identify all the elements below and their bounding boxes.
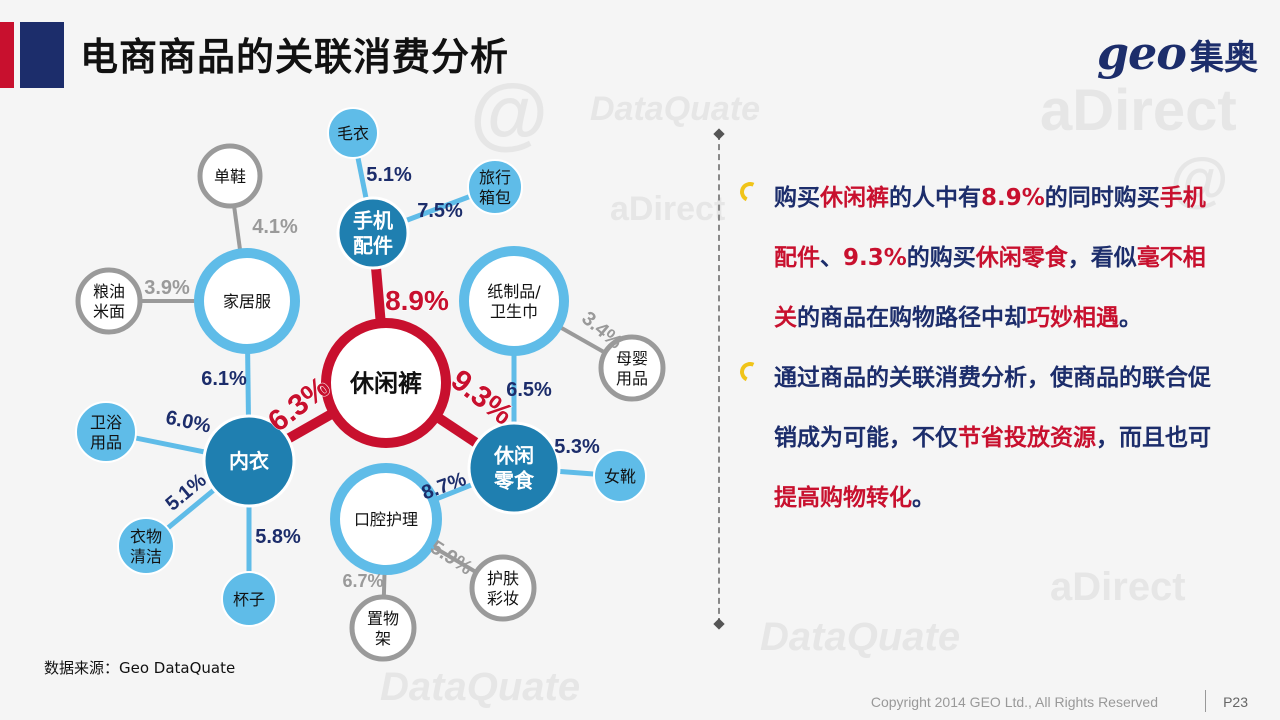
node-luggage: 旅行箱包 [467, 159, 523, 215]
node-cup: 杯子 [221, 571, 277, 627]
node-label: 母婴用品 [616, 349, 648, 388]
analysis-text: 购买休闲裤的人中有8.9%的同时购买手机配件、9.3%的购买休闲零食，看似毫不相… [737, 168, 1220, 528]
node-phone: 手机配件 [336, 196, 410, 270]
body-text: 购买 [774, 185, 820, 211]
analysis-paragraph-2: 通过商品的关联消费分析，使商品的联合促销成为可能，不仅节省投放资源，而且也可提高… [737, 348, 1220, 528]
highlight-text: 提高购物转化 [774, 485, 912, 511]
body-text: 的购买 [906, 245, 976, 271]
bullet-icon [737, 359, 763, 385]
body-text: 。 [912, 485, 935, 511]
highlight-text: 毫不相关 [774, 245, 1206, 331]
node-label: 女靴 [604, 467, 636, 486]
node-grain: 粮油米面 [75, 267, 143, 335]
node-label: 护肤彩妆 [487, 569, 519, 608]
pct-label-phone-luggage: 7.5% [417, 200, 463, 222]
body-text: 的商品在购物路径中却 [797, 305, 1027, 331]
logo-chinese: 集奥 [1190, 38, 1258, 78]
pct-label-snack-paper: 6.5% [506, 379, 552, 401]
node-shelf: 置物架 [349, 594, 417, 662]
footer-separator [1205, 690, 1206, 712]
analysis-paragraph-1: 购买休闲裤的人中有8.9%的同时购买手机配件、9.3%的购买休闲零食，看似毫不相… [737, 168, 1220, 348]
highlight-text: 巧妙相遇 [1027, 305, 1119, 331]
node-label: 口腔护理 [354, 510, 418, 529]
title-accent-red [0, 22, 14, 88]
bullet-icon [737, 179, 763, 205]
pct-label-center-phone: 8.9% [385, 285, 449, 316]
node-label: 毛衣 [337, 124, 369, 143]
highlight-text: 休闲零食 [975, 245, 1068, 271]
page-title: 电商商品的关联消费分析 [80, 35, 510, 79]
node-label: 旅行箱包 [479, 168, 511, 207]
node-skincare: 护肤彩妆 [469, 554, 537, 622]
pct-label-oral-shelf: 6.7% [342, 571, 383, 591]
node-label: 休闲裤 [349, 370, 422, 398]
highlight-text: 手机配件 [774, 185, 1206, 271]
node-boots: 女靴 [593, 449, 647, 503]
paragraph-2-text: 通过商品的关联消费分析，使商品的联合促销成为可能，不仅节省投放资源，而且也可提高… [774, 365, 1211, 511]
body-text: 。 [1119, 305, 1142, 331]
pct-label-snack-boots: 5.3% [554, 436, 600, 458]
pct-label-homewear-grain: 3.9% [144, 277, 190, 299]
geo-logo: geo 集奥 [1097, 26, 1258, 80]
pct-label-underwear-bath: 6.0% [164, 407, 213, 438]
pct-label-snack-oral: 8.7% [419, 468, 470, 504]
watermark-text: aDirect [610, 190, 725, 228]
body-text: 、 [820, 245, 843, 271]
watermark-text: DataQuate [380, 665, 580, 709]
highlight-text: 休闲裤 [820, 185, 889, 211]
watermark-text: DataQuate [590, 90, 760, 128]
pct-label-underwear-laundry: 5.1% [162, 469, 211, 515]
title-accent-navy [20, 22, 64, 88]
node-label: 卫浴用品 [90, 413, 122, 452]
body-text: 的同时购买 [1044, 185, 1160, 211]
watermark-text: DataQuate [760, 615, 960, 659]
node-center: 休闲裤 [321, 318, 451, 448]
node-label: 家居服 [223, 292, 271, 311]
page-number: P23 [1223, 694, 1248, 710]
logo-wordmark: geo [1096, 26, 1187, 80]
node-laundry: 衣物清洁 [117, 517, 175, 575]
node-baby: 母婴用品 [598, 334, 666, 402]
watermark-text: @ [1170, 146, 1229, 213]
pct-label-homewear-shoes: 4.1% [252, 216, 298, 238]
body-text: ，看似 [1067, 245, 1137, 271]
body-text: ，而且也可 [1096, 425, 1211, 451]
node-label: 杯子 [233, 590, 265, 609]
copyright: Copyright 2014 GEO Ltd., All Rights Rese… [870, 694, 1158, 710]
watermark-text: @ [470, 68, 548, 157]
node-homewear: 家居服 [194, 248, 300, 354]
node-label: 内衣 [229, 449, 269, 473]
pct-label-underwear-cup: 5.8% [255, 526, 301, 548]
highlight-text: 9.3% [843, 245, 907, 271]
data-source: 数据来源：Geo DataQuate [44, 659, 236, 677]
node-paper: 纸制品/卫生巾 [459, 246, 569, 356]
node-label: 衣物清洁 [130, 527, 162, 566]
node-label: 置物架 [367, 609, 399, 648]
node-label: 粮油米面 [93, 282, 125, 321]
pct-label-phone-sweater: 5.1% [366, 164, 412, 186]
pct-label-underwear-homewear: 6.1% [201, 368, 247, 390]
pct-label-oral-skincare: 5.9% [426, 536, 476, 579]
paragraph-1-text: 购买休闲裤的人中有8.9%的同时购买手机配件、9.3%的购买休闲零食，看似毫不相… [774, 185, 1206, 331]
highlight-text: 8.9% [981, 185, 1045, 211]
node-snack: 休闲零食 [467, 421, 561, 515]
vertical-divider [718, 134, 720, 624]
node-underwear: 内衣 [202, 414, 296, 508]
highlight-text: 节省投放资源 [958, 425, 1096, 451]
node-label: 单鞋 [214, 167, 246, 186]
node-label: 手机配件 [353, 209, 393, 258]
body-text: 通过商品的关联消费分析，使商品的联合促销成为可能，不仅 [774, 365, 1211, 451]
node-shoes: 单鞋 [197, 143, 263, 209]
node-sweater: 毛衣 [327, 107, 379, 159]
node-bath: 卫浴用品 [75, 401, 137, 463]
watermark-text: aDirect [1050, 565, 1186, 609]
body-text: 的人中有 [889, 185, 981, 211]
node-label: 休闲零食 [493, 444, 535, 493]
watermark-text: aDirect [1040, 78, 1237, 143]
node-oral: 口腔护理 [330, 463, 442, 575]
node-label: 纸制品/卫生巾 [487, 282, 541, 321]
